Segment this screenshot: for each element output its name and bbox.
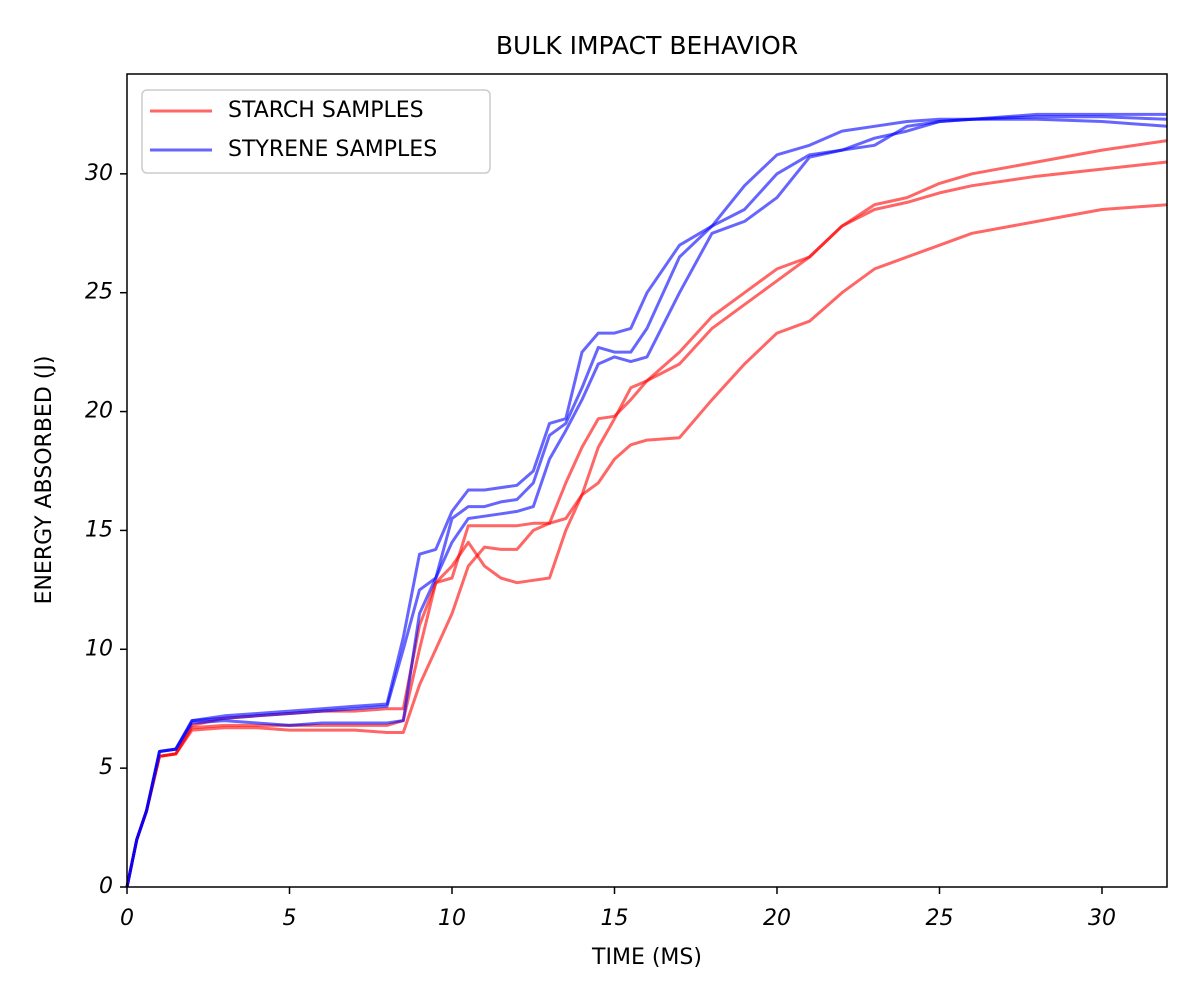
chart-title: BULK IMPACT BEHAVIOR — [496, 31, 798, 60]
sample-line — [125, 112, 1167, 888]
x-tick-label: 15 — [601, 906, 629, 931]
sample-line — [125, 117, 1168, 888]
x-axis-label: TIME (MS) — [591, 945, 702, 970]
legend-box — [141, 89, 491, 174]
y-tick-label: 15 — [85, 517, 113, 542]
legend-label: STYRENE SAMPLES — [228, 137, 437, 162]
y-tick-label: 30 — [85, 161, 113, 186]
x-tick-label: 5 — [283, 906, 297, 931]
y-tick-label: 20 — [85, 399, 113, 424]
sample-line — [125, 203, 1168, 888]
sample-line — [125, 160, 1168, 888]
x-tick-label: 30 — [1088, 906, 1116, 931]
sample-line — [125, 139, 1168, 888]
y-axis-label: ENERGY ABSORBED (J) — [32, 356, 57, 605]
y-tick-label: 5 — [99, 755, 113, 780]
sample-line — [125, 115, 1168, 888]
y-tick-label: 0 — [99, 874, 113, 899]
x-tick-label: 20 — [763, 906, 791, 931]
x-tick-label: 0 — [120, 906, 134, 931]
y-tick-label: 10 — [85, 636, 113, 661]
x-tick-label: 25 — [926, 906, 954, 931]
legend-label: STARCH SAMPLES — [228, 98, 424, 123]
plot-frame — [126, 73, 1168, 888]
x-tick-label: 10 — [438, 906, 466, 931]
y-tick-label: 25 — [85, 280, 113, 305]
